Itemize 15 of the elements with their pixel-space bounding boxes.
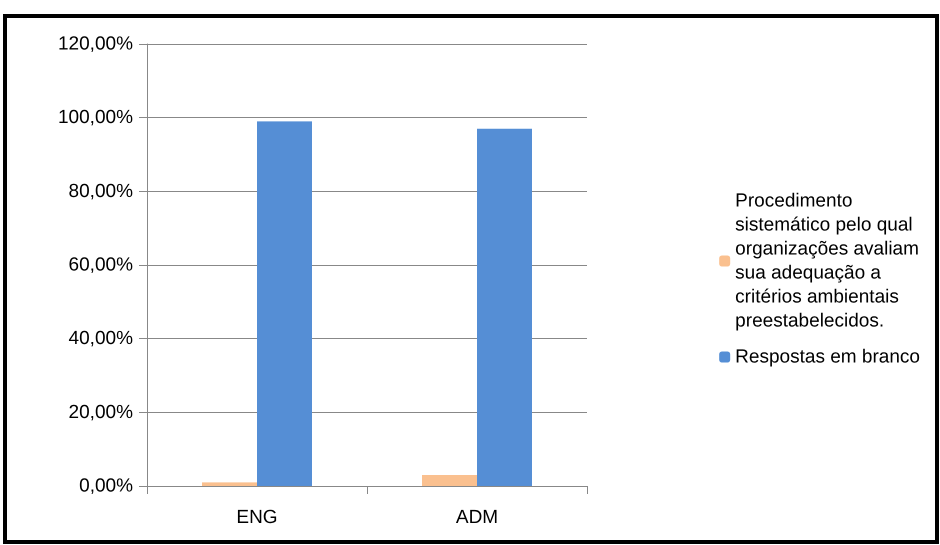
bar bbox=[257, 121, 312, 486]
y-tick-label: 20,00% bbox=[68, 402, 134, 423]
y-tick-label: 40,00% bbox=[68, 328, 134, 350]
y-tick-label: 120,00% bbox=[58, 34, 134, 54]
legend-label: Respostas em branco bbox=[735, 346, 920, 368]
bar bbox=[422, 474, 477, 486]
x-tick-label: ADM bbox=[456, 507, 498, 528]
y-tick-label: 60,00% bbox=[68, 254, 134, 276]
y-tick-label: 80,00% bbox=[68, 180, 134, 202]
bar bbox=[477, 128, 532, 486]
legend-label: Procedimento sistemático pelo qual organizações avaliam sua adequação a critérios ambientais preestabelecidos. bbox=[735, 190, 919, 332]
bar bbox=[202, 482, 257, 486]
x-tick-label: ENG bbox=[236, 507, 278, 528]
y-tick-label: 0,00% bbox=[79, 476, 134, 496]
y-tick-label: 100,00% bbox=[58, 107, 134, 128]
